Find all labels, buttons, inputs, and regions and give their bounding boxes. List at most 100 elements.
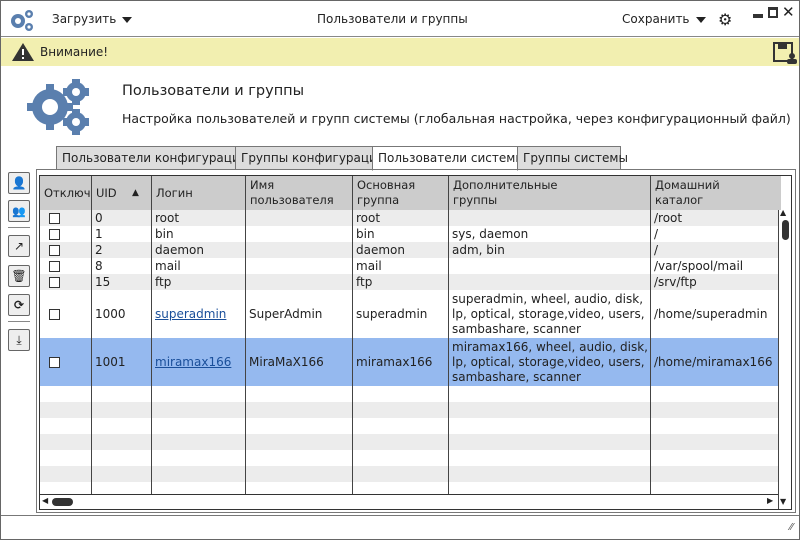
table-row[interactable]: 2 daemon daemon adm, bin /	[40, 242, 778, 258]
col-header-login[interactable]: Логин	[152, 176, 246, 211]
home-cell: /home/miramax166	[654, 354, 773, 369]
user-card-button[interactable]: 👤	[8, 172, 30, 194]
scroll-left-icon[interactable]: ◀	[42, 496, 49, 505]
name-cell	[246, 258, 353, 274]
sort-asc-icon: ▲	[132, 188, 139, 198]
minimize-button[interactable]	[753, 14, 763, 18]
maximize-button[interactable]	[768, 7, 778, 18]
name-cell	[246, 242, 353, 258]
delete-button[interactable]: 🗑	[8, 265, 30, 287]
col-header-uid[interactable]: UID ▲	[92, 176, 152, 211]
col-divider	[245, 176, 246, 494]
group-cell: bin	[356, 226, 375, 241]
uid-cell: 1	[95, 226, 103, 241]
warning-icon	[12, 43, 34, 61]
share-icon: ↗	[13, 239, 25, 253]
col-divider	[151, 176, 152, 494]
col-header-name[interactable]: Имя пользователя	[246, 176, 353, 211]
disabled-checkbox[interactable]	[49, 276, 60, 288]
disabled-cell	[40, 290, 92, 338]
uid-cell: 15	[95, 274, 111, 289]
extra-cell: adm, bin	[452, 242, 505, 257]
download-button[interactable]: ⤓	[8, 329, 30, 351]
col-divider	[91, 176, 92, 494]
tab-config-groups[interactable]: Группы конфигурации	[235, 146, 385, 170]
save-label: Сохранить	[622, 12, 690, 26]
vertical-scrollbar[interactable]: ▲ ▼	[778, 208, 791, 509]
col-header-group[interactable]: Основная группа	[353, 176, 449, 211]
table-row[interactable]: 8 mail mail/var/spool/mail	[40, 258, 778, 274]
disabled-checkbox[interactable]	[49, 244, 60, 256]
extra-cell	[449, 274, 651, 290]
empty-row	[40, 466, 778, 482]
disabled-cell	[40, 258, 92, 274]
download-icon: ⤓	[16, 332, 22, 347]
login-cell: bin	[155, 226, 174, 241]
toolbar-divider	[8, 227, 30, 228]
login-cell: miramax166	[152, 338, 246, 386]
table-row[interactable]: 1 bin bin sys, daemon /	[40, 226, 778, 242]
save-menu[interactable]: Сохранить	[622, 12, 706, 26]
name-cell: SuperAdmin	[249, 306, 323, 321]
tab-system-groups[interactable]: Группы системы	[517, 146, 628, 170]
table-row[interactable]: 1000 superadmin SuperAdmin superadmin supera…	[40, 290, 778, 338]
resize-grip-icon[interactable]: ⁄⁄	[789, 522, 793, 533]
login-cell: root	[155, 210, 180, 225]
extra-cell: superadmin, wheel, audio, disk, lp, opti…	[452, 291, 645, 336]
app-gears-icon	[11, 10, 33, 31]
horizontal-scrollbar[interactable]: ◀ ▶	[40, 494, 778, 509]
group-cell: ftp	[356, 274, 373, 289]
extra-cell	[449, 210, 651, 226]
window-title: Пользователи и группы	[317, 12, 468, 26]
name-cell	[246, 274, 353, 290]
extra-cell: miramax166, wheel, audio, disk, lp, opti…	[452, 339, 648, 384]
export-button[interactable]: ↗	[8, 235, 30, 257]
disabled-checkbox[interactable]	[49, 212, 60, 224]
table-row[interactable]: 0 root root/root	[40, 210, 778, 226]
uid-cell: 1001	[95, 354, 126, 369]
disabled-cell	[40, 210, 92, 226]
uid-cell: 2	[95, 242, 103, 257]
user-group-button[interactable]: 👥	[8, 200, 30, 222]
horizontal-scroll-thumb[interactable]	[52, 498, 73, 506]
group-cell: superadmin	[356, 306, 428, 321]
warning-bar: Внимание!	[1, 38, 799, 66]
login-link[interactable]: miramax166	[155, 354, 232, 369]
disabled-cell	[40, 226, 92, 242]
tab-config-users[interactable]: Пользователи конфигурации	[56, 146, 248, 170]
col-header-disabled[interactable]: Отключ	[40, 176, 92, 211]
scroll-up-icon[interactable]: ▲	[780, 208, 787, 217]
login-cell: mail	[155, 258, 181, 273]
home-cell: /srv/ftp	[654, 274, 697, 289]
table-row[interactable]: 1001 miramax166 MiraMaX166 miramax166 mirama…	[40, 338, 778, 386]
disabled-checkbox[interactable]	[49, 260, 60, 272]
save-user-icon[interactable]	[773, 42, 797, 64]
vertical-scroll-thumb[interactable]	[782, 220, 789, 240]
status-bar: ⁄⁄	[1, 515, 799, 540]
uid-header-label: UID	[96, 186, 117, 200]
scroll-down-icon[interactable]: ▼	[780, 497, 787, 506]
refresh-button[interactable]: ⟳	[8, 294, 30, 316]
tab-panel	[36, 169, 796, 513]
disabled-cell	[40, 274, 92, 290]
login-cell: daemon	[155, 242, 204, 257]
close-button[interactable]: ✕	[782, 3, 795, 21]
toolbar-divider	[8, 321, 30, 322]
users-table: Отключ UID ▲ Логин Имя пользователя Основ…	[39, 175, 792, 510]
load-menu[interactable]: Загрузить	[52, 12, 133, 26]
disabled-cell	[40, 242, 92, 258]
settings-gear-icon[interactable]: ⚙	[718, 10, 733, 29]
refresh-icon: ⟳	[13, 298, 25, 312]
tab-system-users[interactable]: Пользователи системы	[372, 146, 525, 171]
disabled-checkbox[interactable]	[49, 356, 60, 368]
table-row[interactable]: 15 ftp ftp/srv/ftp	[40, 274, 778, 290]
warning-text: Внимание!	[40, 45, 109, 59]
group-cell: mail	[356, 258, 382, 273]
disabled-checkbox[interactable]	[49, 308, 60, 320]
login-link[interactable]: superadmin	[155, 306, 227, 321]
col-header-extra-groups[interactable]: Дополнительные группы	[449, 176, 651, 211]
scroll-right-icon[interactable]: ▶	[767, 496, 774, 505]
disabled-checkbox[interactable]	[49, 228, 60, 240]
col-header-home[interactable]: Домашний каталог	[651, 176, 781, 211]
